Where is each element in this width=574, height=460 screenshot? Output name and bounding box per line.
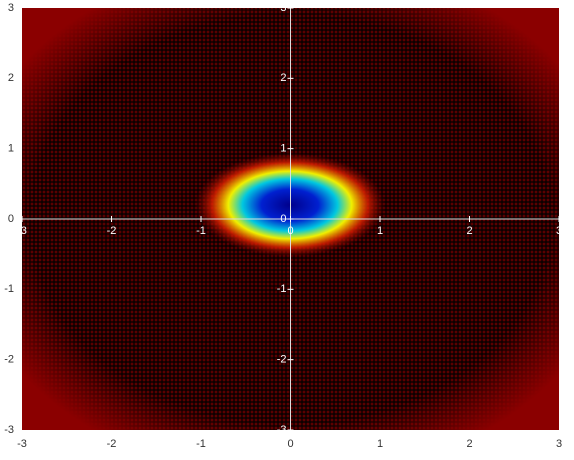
y-tick-label: 2 — [8, 72, 14, 84]
y-tick-label: 0 — [8, 213, 14, 225]
y-axis-tick-label: -2 — [277, 354, 287, 366]
x-tick-label: 1 — [377, 438, 383, 450]
x-axis-tick-label: 1 — [377, 225, 383, 237]
x-axis-tick-label: 2 — [466, 225, 472, 237]
y-axis-tick-label: -3 — [277, 424, 287, 436]
x-tick-label: 3 — [556, 438, 562, 450]
y-tick-label: 3 — [8, 2, 14, 14]
y-tick-label: 1 — [8, 143, 14, 155]
x-axis-tick-label: 0 — [287, 225, 293, 237]
y-tick-label: -2 — [4, 354, 14, 366]
y-tick-label: -1 — [4, 283, 14, 295]
x-axis-tick-label: 3 — [556, 225, 562, 237]
y-tick-label: -3 — [4, 424, 14, 436]
y-axis-tick-label: 0 — [280, 213, 286, 225]
y-axis-tick-label: 3 — [280, 2, 286, 14]
x-axis-tick-label: -1 — [196, 225, 206, 237]
y-axis-tick-label: 1 — [280, 143, 286, 155]
x-tick-label: -1 — [196, 438, 206, 450]
x-tick-label: -3 — [17, 438, 27, 450]
y-axis-tick-label: -1 — [277, 283, 287, 295]
x-tick-label: -2 — [107, 438, 117, 450]
x-axis-tick-label: -3 — [17, 225, 27, 237]
x-tick-label: 0 — [287, 438, 293, 450]
x-tick-label: 2 — [466, 438, 472, 450]
x-axis-tick-label: -2 — [107, 225, 117, 237]
y-axis-tick-label: 2 — [280, 72, 286, 84]
